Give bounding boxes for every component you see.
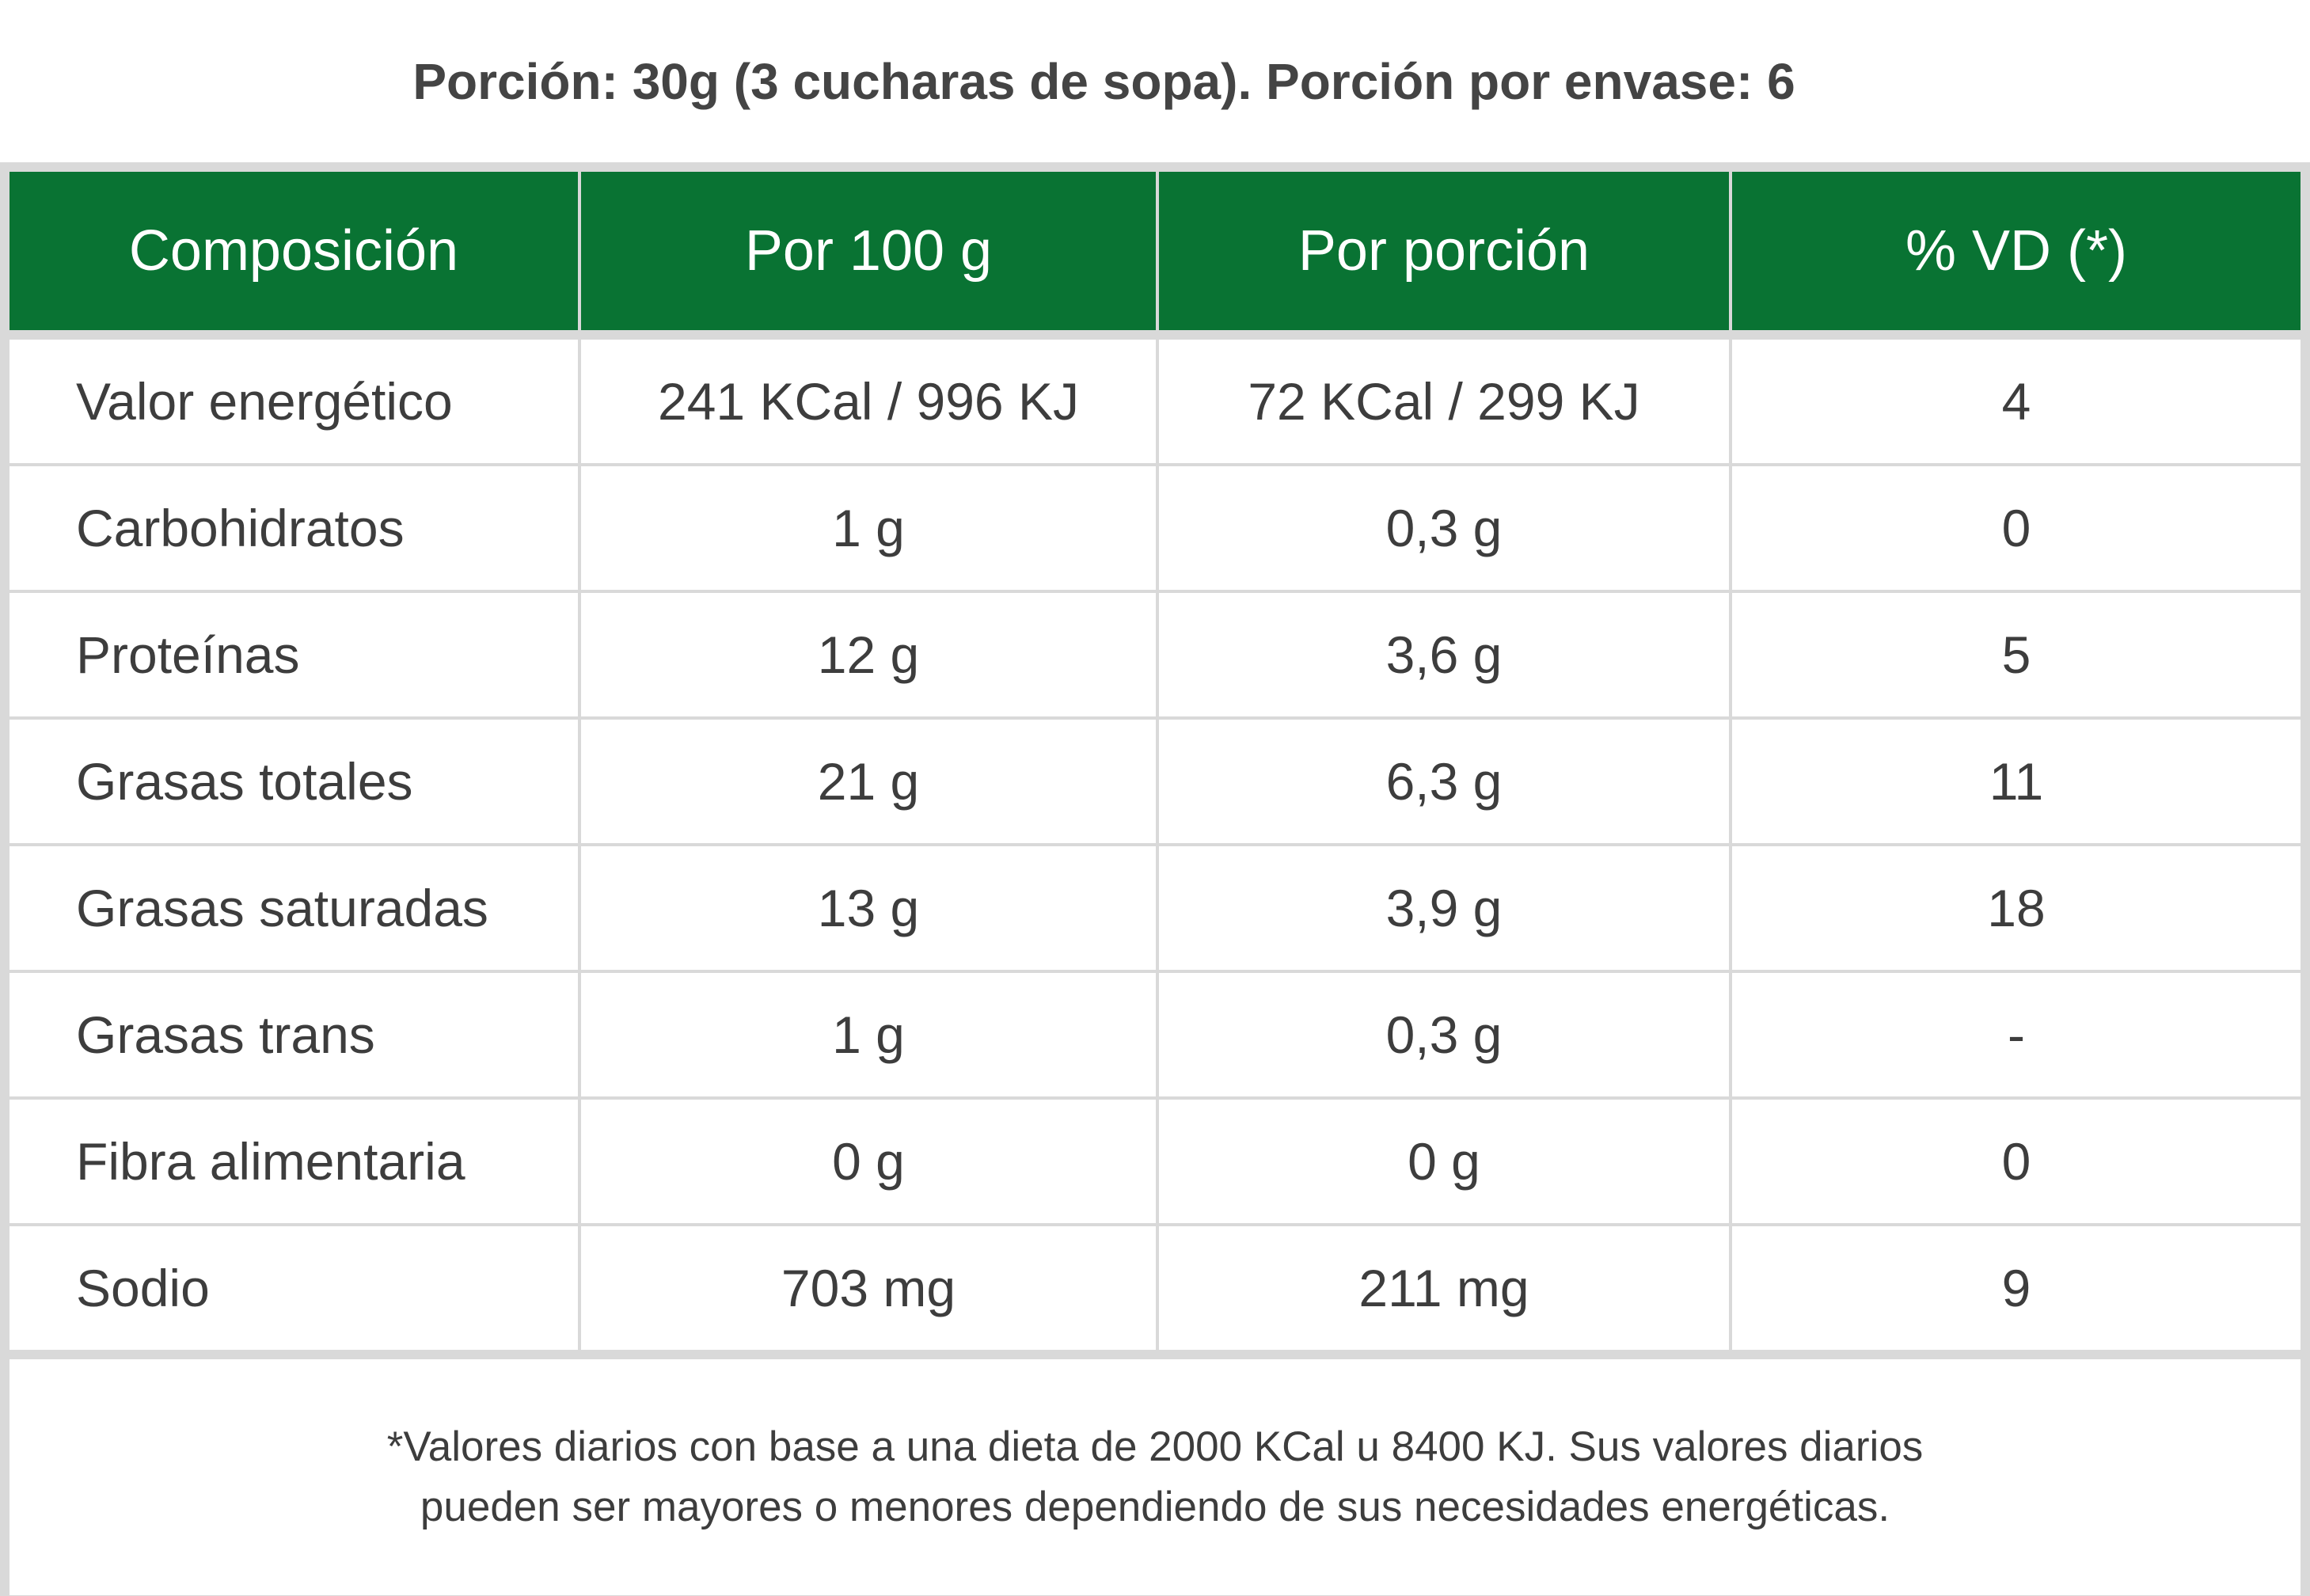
table-row: Sodio 703 mg 211 mg 9	[9, 1223, 2301, 1350]
row-per-100g: 21 g	[578, 716, 1157, 845]
header-composicion: Composición	[9, 172, 579, 335]
row-vd: 5	[1729, 590, 2301, 718]
table-row: Carbohidratos 1 g 0,3 g 0	[9, 463, 2301, 591]
portion-title: Porción: 30g (3 cucharas de sopa). Porci…	[412, 53, 1795, 110]
row-vd: 0	[1729, 463, 2301, 591]
row-per-100g: 703 mg	[578, 1223, 1157, 1350]
row-per-100g: 1 g	[578, 970, 1157, 1098]
row-per-portion: 211 mg	[1156, 1223, 1731, 1350]
row-vd: -	[1729, 970, 2301, 1098]
row-label: Sodio	[9, 1223, 579, 1350]
header-vd: % VD (*)	[1729, 172, 2301, 335]
table-header-row: Composición Por 100 g Por porción % VD (…	[9, 172, 2301, 335]
footnote-line-1: *Valores diarios con base a una dieta de…	[386, 1423, 1924, 1470]
row-per-portion: 0 g	[1156, 1096, 1731, 1225]
row-per-100g: 13 g	[578, 843, 1157, 971]
header-por-100g: Por 100 g	[578, 172, 1157, 335]
row-vd: 9	[1729, 1223, 2301, 1350]
header-por-porcion: Por porción	[1156, 172, 1731, 335]
table-row: Valor energético 241 KCal / 996 KJ 72 KC…	[9, 335, 2301, 465]
row-vd: 11	[1729, 716, 2301, 845]
table-row: Grasas totales 21 g 6,3 g 11	[9, 716, 2301, 845]
row-per-100g: 241 KCal / 996 KJ	[578, 335, 1157, 465]
row-per-100g: 12 g	[578, 590, 1157, 718]
footnote-box: *Valores diarios con base a una dieta de…	[9, 1359, 2301, 1595]
nutrition-table: Composición Por 100 g Por porción % VD (…	[9, 172, 2301, 1350]
row-per-portion: 3,9 g	[1156, 843, 1731, 971]
row-label: Carbohidratos	[9, 463, 579, 591]
row-per-100g: 1 g	[578, 463, 1157, 591]
row-per-portion: 6,3 g	[1156, 716, 1731, 845]
nutrition-table-frame: Composición Por 100 g Por porción % VD (…	[0, 162, 2310, 1596]
footnote-line-2: pueden ser mayores o menores dependiendo…	[420, 1484, 1890, 1530]
row-label: Grasas totales	[9, 716, 579, 845]
row-vd: 0	[1729, 1096, 2301, 1225]
row-per-portion: 0,3 g	[1156, 463, 1731, 591]
row-label: Fibra alimentaria	[9, 1096, 579, 1225]
table-row: Grasas saturadas 13 g 3,9 g 18	[9, 843, 2301, 971]
row-per-portion: 3,6 g	[1156, 590, 1731, 718]
row-label: Grasas saturadas	[9, 843, 579, 971]
row-vd: 18	[1729, 843, 2301, 971]
table-row: Grasas trans 1 g 0,3 g -	[9, 970, 2301, 1098]
row-label: Valor energético	[76, 372, 453, 431]
row-label: Proteínas	[9, 590, 579, 718]
table-row: Proteínas 12 g 3,6 g 5	[9, 590, 2301, 718]
table-row: Fibra alimentaria 0 g 0 g 0	[9, 1096, 2301, 1225]
row-label: Grasas trans	[9, 970, 579, 1098]
row-per-100g: 0 g	[578, 1096, 1157, 1225]
row-vd: 4	[1729, 335, 2301, 465]
row-per-portion: 72 KCal / 299 KJ	[1156, 335, 1731, 465]
row-per-portion: 0,3 g	[1156, 970, 1731, 1098]
